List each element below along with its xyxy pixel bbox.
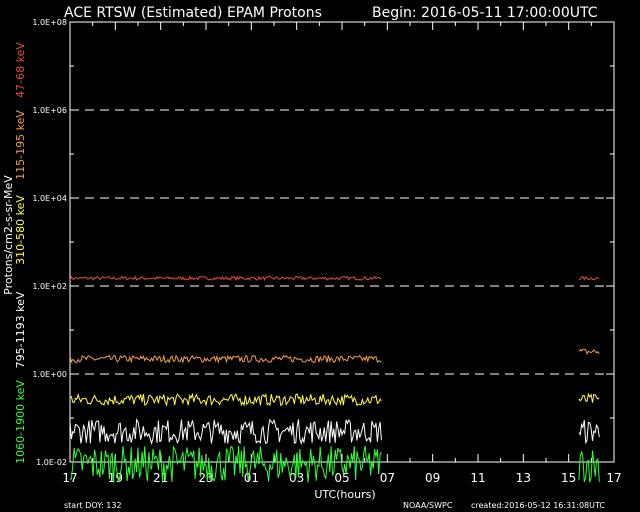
chart-title: ACE RTSW (Estimated) EPAM Protons xyxy=(64,5,322,21)
x-tick-label: 17 xyxy=(606,471,621,485)
y-tick-label: 1.0E+00 xyxy=(32,370,67,379)
y-tick-label: 1.0E+02 xyxy=(32,282,67,291)
y-tick-label: 1.0E+04 xyxy=(32,194,67,203)
series-line-0 xyxy=(69,275,382,282)
x-tick-label: 13 xyxy=(516,471,531,485)
series-line-4 xyxy=(578,450,600,483)
series-line-2 xyxy=(578,392,600,403)
series-line-3 xyxy=(578,420,600,445)
legend-label: 310-580 keV xyxy=(14,195,27,265)
x-tick-label: 03 xyxy=(289,471,304,485)
x-axis: 17 19 21 23 01 03 05 07 09 11 13 15 17 xyxy=(62,22,622,485)
series-line-2 xyxy=(69,392,382,407)
legend: 47-68 keV 115-195 keV 310-580 keV 795-1193 … xyxy=(14,42,27,464)
y-axis: 1.0E-02 1.0E+00 1.0E+02 1.0E+04 1.0E+06 1.0E+… xyxy=(32,18,614,467)
x-tick-label: 11 xyxy=(470,471,485,485)
start-doy: start DOY: 132 xyxy=(64,501,122,510)
grid-lines xyxy=(70,109,614,375)
credit: NOAA/SWPC xyxy=(403,501,453,510)
begin-time: Begin: 2016-05-11 17:00:00UTC xyxy=(372,5,598,21)
y-tick-label: 1.0E+06 xyxy=(32,106,67,115)
created-time: created:2016-05-12 16:31:08UTC xyxy=(471,501,605,510)
x-tick-label: 05 xyxy=(334,471,349,485)
x-tick-label: 17 xyxy=(62,471,77,485)
series-line-1 xyxy=(578,348,600,356)
x-axis-label: UTC(hours) xyxy=(314,488,375,501)
legend-label: 47-68 keV xyxy=(14,42,27,98)
y-axis-label: Protons/cm2-s-sr-MeV xyxy=(2,175,15,295)
x-tick-label: 15 xyxy=(561,471,576,485)
legend-label: 115-195 keV xyxy=(14,110,27,180)
series-line-1 xyxy=(69,354,382,365)
x-tick-label: 09 xyxy=(425,471,440,485)
series-line-4 xyxy=(69,445,382,483)
y-tick-label: 1.0E-02 xyxy=(36,458,67,467)
series-line-3 xyxy=(69,418,382,446)
y-tick-label: 1.0E+08 xyxy=(32,18,67,27)
series-lines xyxy=(69,275,600,483)
x-tick-label: 01 xyxy=(244,471,259,485)
series-line-0 xyxy=(578,275,600,281)
legend-label: 1060-1900 keV xyxy=(14,380,27,464)
x-tick-label: 07 xyxy=(380,471,395,485)
legend-label: 795-1193 keV xyxy=(14,291,27,368)
